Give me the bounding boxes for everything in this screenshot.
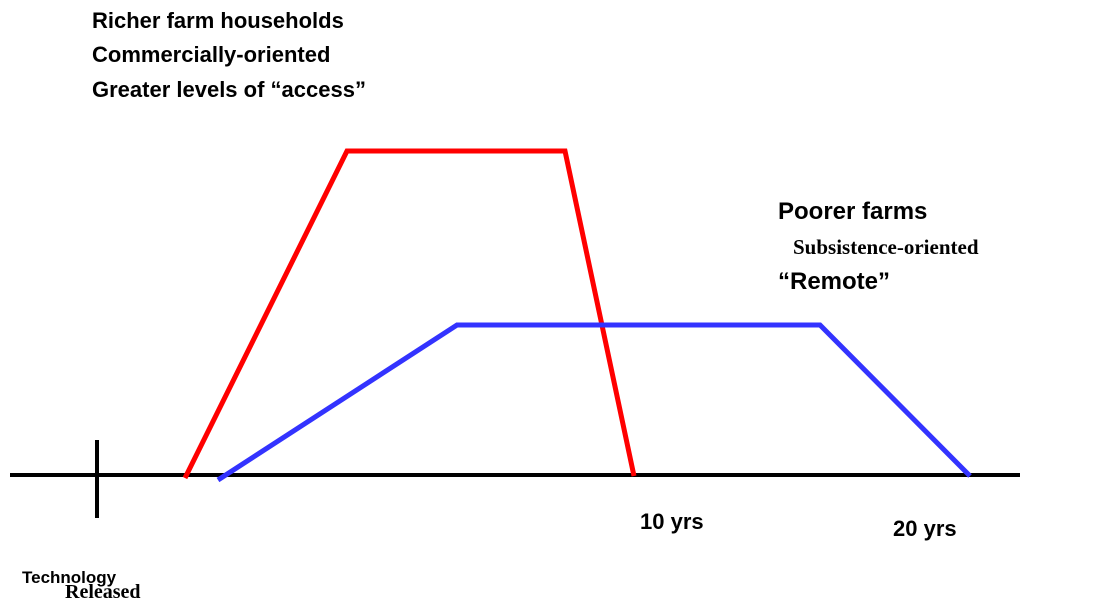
richer-label: Greater levels of “access” [92,77,366,102]
origin-label: Released [65,581,141,602]
origin-label: Technology [22,568,117,587]
poorer-title: Poorer farms [778,198,927,225]
time-label: 10 yrs [640,509,704,534]
poorer-subtitle: Subsistence-oriented [793,235,979,259]
richer-label: Commercially-oriented [92,42,330,67]
richer-adoption-curve [182,148,637,480]
poorer-note: “Remote” [778,268,890,295]
richer-label: Richer farm households [92,8,344,33]
poorer-adoption-curve [216,322,972,483]
time-label: 20 yrs [893,516,957,541]
